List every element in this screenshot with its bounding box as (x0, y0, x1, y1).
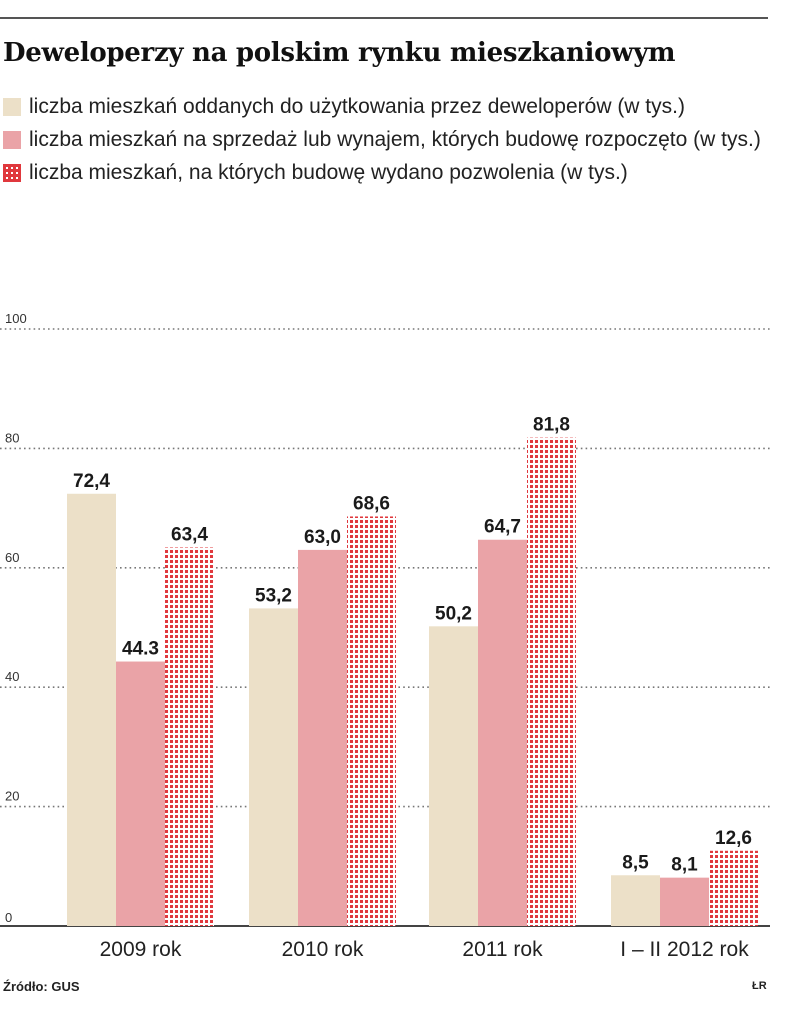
source-note: Źródło: GUS (3, 979, 80, 994)
legend-item-completed: liczba mieszkań oddanych do użytkowania … (0, 92, 780, 122)
bar-s2-c0 (165, 547, 214, 926)
bar-s0-c2 (429, 626, 478, 926)
y-tick-label-80: 80 (5, 430, 19, 445)
data-label-s0-c0: 72,4 (73, 471, 110, 492)
legend-label-permits: liczba mieszkań, na których budowę wydan… (29, 161, 628, 184)
legend-swatch-permits (3, 164, 21, 182)
bar-s1-c3 (660, 877, 709, 926)
author-credit: ŁR (752, 980, 767, 992)
bar-s0-c0 (67, 493, 116, 926)
bar-s2-c1 (347, 516, 396, 926)
bar-s2-c3 (709, 850, 758, 926)
bar-s1-c2 (478, 539, 527, 926)
legend-label-started: liczba mieszkań na sprzedaż lub wynajem,… (29, 128, 761, 151)
legend-swatch-started (3, 131, 21, 149)
y-tick-label-20: 20 (5, 789, 19, 804)
legend-item-permits: liczba mieszkań, na których budowę wydan… (0, 158, 780, 188)
chart-title: Deweloperzy na polskim rynku mieszkaniow… (3, 38, 676, 68)
bar-chart: 0 20 40 60 80 100 72,4 53,2 50,2 8,5 44.3 63,0 64,7 8… (0, 311, 770, 961)
y-tick-label-100: 100 (5, 311, 27, 326)
x-category-label-0: 2009 rok (100, 938, 182, 961)
data-label-s1-c0: 44.3 (122, 639, 159, 660)
legend-item-started: liczba mieszkań na sprzedaż lub wynajem,… (0, 125, 780, 155)
data-label-s2-c0: 63,4 (171, 525, 208, 546)
y-tick-label-60: 60 (5, 550, 19, 565)
y-tick-label-0: 0 (5, 910, 12, 925)
data-label-s2-c3: 12,6 (715, 828, 752, 849)
bar-s1-c0 (116, 661, 165, 926)
bar-s0-c1 (249, 608, 298, 926)
legend: liczba mieszkań oddanych do użytkowania … (0, 92, 780, 191)
legend-label-completed: liczba mieszkań oddanych do użytkowania … (29, 95, 685, 118)
bar-s0-c3 (611, 875, 660, 926)
legend-swatch-completed (3, 98, 21, 116)
data-label-s2-c1: 68,6 (353, 493, 390, 514)
data-label-s0-c1: 53,2 (255, 585, 292, 606)
data-label-s0-c3: 8,5 (622, 852, 649, 873)
top-rule (0, 17, 768, 19)
data-label-s1-c3: 8,1 (671, 855, 698, 876)
data-label-s0-c2: 50,2 (435, 603, 472, 624)
bar-s1-c1 (298, 549, 347, 926)
bar-s2-c2 (527, 437, 576, 926)
data-label-s1-c1: 63,0 (304, 527, 341, 548)
data-label-s1-c2: 64,7 (484, 517, 521, 538)
x-category-label-2: 2011 rok (462, 938, 543, 961)
x-category-label-1: 2010 rok (282, 938, 364, 961)
x-category-label-3: I – II 2012 rok (620, 938, 749, 961)
y-tick-label-40: 40 (5, 669, 19, 684)
data-label-s2-c2: 81,8 (533, 415, 570, 436)
